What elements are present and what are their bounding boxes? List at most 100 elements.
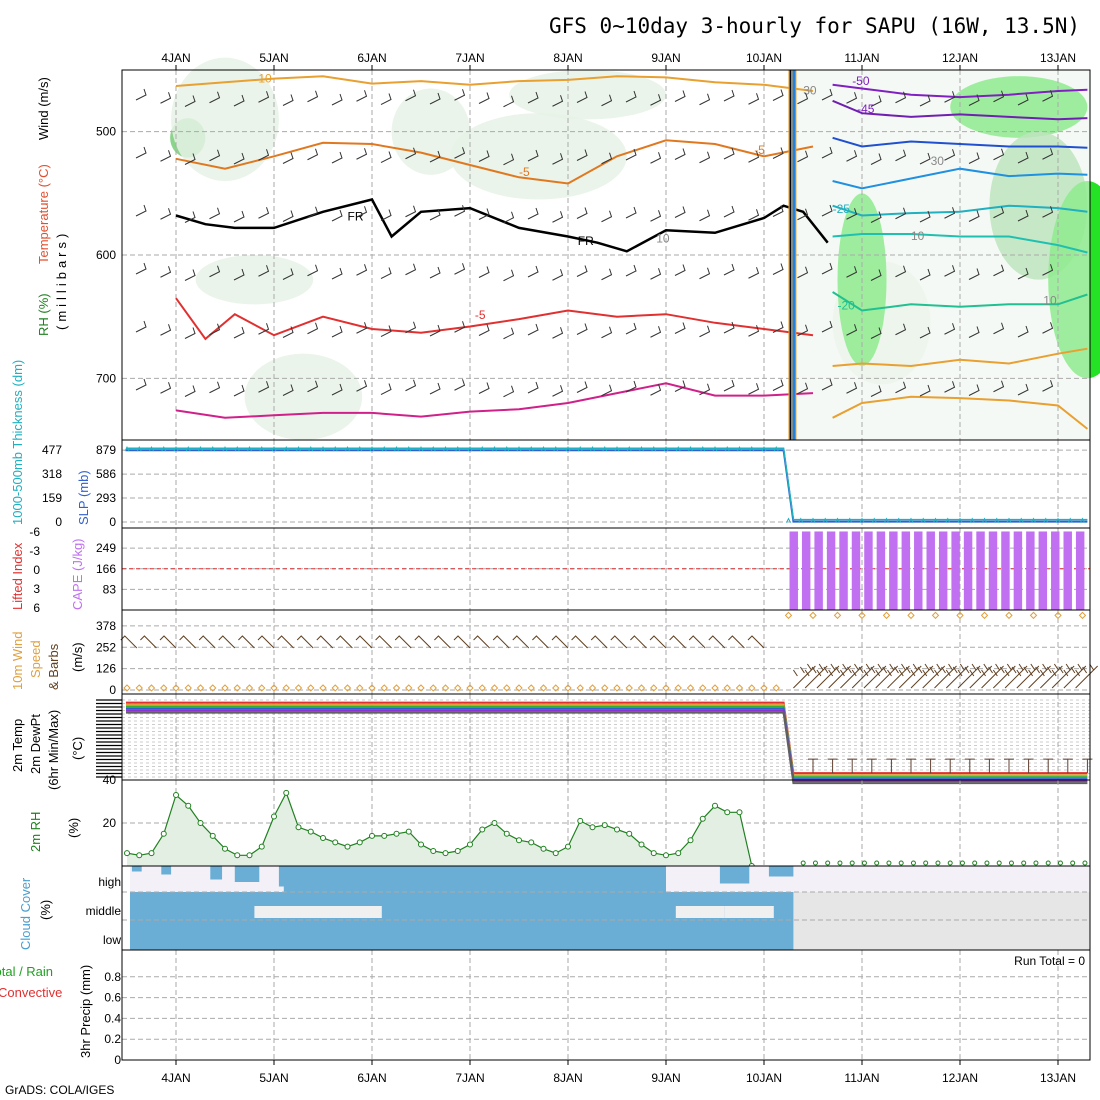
wind-barb — [209, 265, 221, 278]
temp2m-minmax-bar — [886, 758, 897, 774]
wind-barb — [233, 268, 245, 281]
isotherm-line — [832, 233, 1088, 254]
rh2m-point — [283, 789, 290, 796]
wind-barb — [209, 91, 221, 104]
ylabel-barbs: & Barbs — [46, 643, 61, 690]
wind-barb — [1042, 264, 1054, 276]
wind-barb — [944, 265, 956, 277]
wind10m-barb — [875, 663, 899, 689]
wind10m-barb — [434, 635, 451, 649]
cape-bar — [1026, 531, 1035, 610]
wind-barb — [968, 384, 980, 396]
wind-barb — [919, 94, 931, 107]
cape-bar — [839, 531, 848, 610]
thickness-marker — [173, 446, 179, 452]
wind-barb — [233, 326, 245, 339]
wind-barb — [576, 91, 588, 103]
cape-bar — [988, 531, 998, 610]
wind-barb — [650, 94, 662, 106]
wind-speed-marker — [466, 684, 474, 692]
wind-speed-marker — [552, 684, 560, 692]
precip-tick-label: 0.6 — [104, 991, 121, 1005]
thickness-marker — [345, 446, 350, 452]
slp-tick-label: 293 — [96, 491, 116, 505]
wind-barb — [405, 89, 417, 102]
wind-barb — [160, 324, 172, 336]
cape-bar — [963, 531, 973, 610]
isotherm-line — [832, 136, 1088, 149]
wind-speed-marker — [343, 684, 352, 692]
ylabel-temperature: Temperature (°C) — [36, 164, 51, 264]
wind-barb — [307, 206, 319, 219]
wind-speed-marker — [135, 684, 143, 692]
rh2m-point — [418, 841, 424, 848]
rh2m-point — [197, 820, 204, 826]
rh2m-point — [540, 845, 547, 852]
wind-barb — [895, 381, 907, 394]
wind-barb — [601, 384, 613, 397]
thickness-marker — [259, 446, 265, 452]
wind-speed-marker — [527, 684, 535, 692]
wind-barb — [870, 327, 882, 339]
thickness-marker — [332, 446, 338, 452]
thickness-marker — [1055, 517, 1061, 523]
wind10m-barb — [159, 635, 177, 649]
rh2m-point — [369, 832, 375, 839]
thickness-marker — [859, 517, 865, 523]
wind-barb — [282, 268, 294, 280]
wind-speed-marker — [907, 611, 915, 620]
wind-barb — [723, 89, 735, 102]
wind10m-barb — [140, 635, 157, 649]
thickness-marker — [761, 446, 767, 452]
thickness-marker — [957, 517, 963, 523]
isotherm-label: FR — [348, 209, 364, 223]
wind10m-barb — [898, 663, 922, 689]
thickness-tick-label: 318 — [42, 467, 62, 481]
rh2m-point — [1082, 860, 1088, 866]
wind-barb — [625, 206, 637, 219]
cape-bar — [789, 531, 798, 610]
wind-speed-marker — [221, 684, 229, 692]
wind-barb — [919, 268, 931, 281]
wind10m-barb — [1039, 663, 1063, 689]
thickness-marker — [871, 517, 877, 523]
wind-barb — [135, 88, 147, 101]
wind-speed-marker — [331, 684, 339, 692]
temp2m-band — [126, 711, 1088, 785]
rh-patch — [171, 57, 279, 181]
wind-barb — [870, 269, 882, 281]
temp2m-minmax-bar — [1004, 758, 1014, 774]
rh2m-point — [638, 841, 645, 848]
wind-barb — [380, 383, 392, 395]
wind-speed-marker — [160, 684, 168, 692]
rh2m-point — [356, 839, 363, 846]
wind10m-barb — [571, 635, 588, 649]
wind-barb — [478, 92, 490, 104]
precip-tick-label: 0.4 — [104, 1011, 121, 1025]
wind-speed-marker — [650, 684, 658, 692]
wind-speed-marker — [723, 684, 731, 692]
ylabel-rh2m: 2m RH — [28, 812, 43, 852]
rh2m-point — [124, 850, 130, 857]
thickness-marker — [320, 446, 326, 452]
wind-speed-marker — [931, 611, 940, 620]
wind-barb — [331, 209, 343, 222]
isotherm-label: -5 — [754, 143, 765, 157]
wind-barb — [650, 210, 662, 222]
thickness-marker — [577, 446, 583, 452]
wind-barb — [699, 325, 711, 338]
rh2m-point — [837, 860, 843, 866]
wind-barb — [233, 94, 245, 107]
isotherm-line — [832, 347, 1088, 368]
thickness-marker — [516, 446, 522, 452]
wind-barb — [258, 265, 270, 277]
rh2m-point — [467, 841, 473, 848]
lifted-index-tick-label: 3 — [33, 582, 40, 596]
wind-barb — [601, 268, 613, 281]
temp2m-minmax-bar — [984, 758, 995, 774]
rh2m-point — [874, 860, 880, 866]
wind-barb — [993, 264, 1005, 277]
thickness-marker — [749, 446, 755, 452]
cape-bar — [826, 531, 836, 610]
cape-bar — [801, 531, 811, 610]
